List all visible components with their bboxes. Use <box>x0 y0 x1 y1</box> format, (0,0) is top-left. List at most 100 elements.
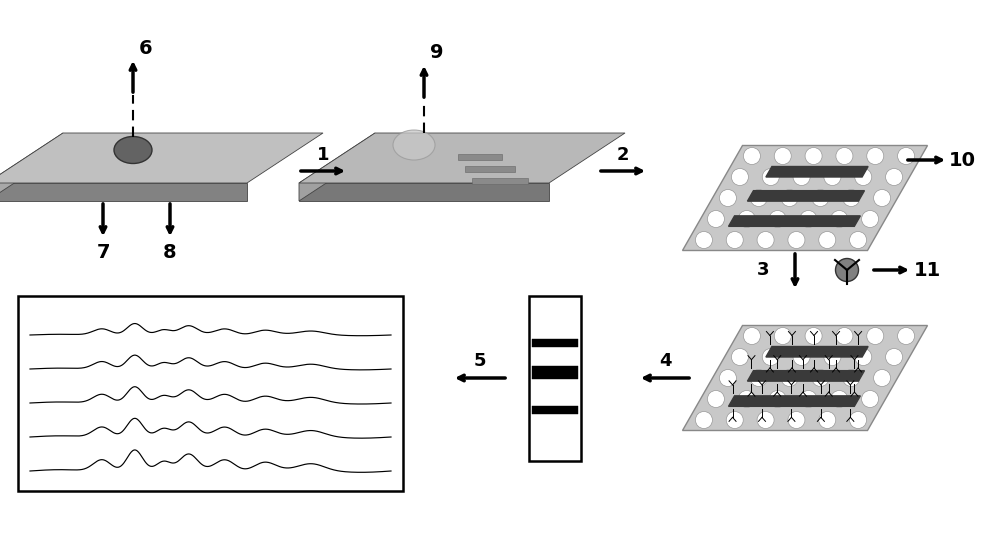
Circle shape <box>805 148 822 165</box>
Text: 9: 9 <box>430 44 444 62</box>
Bar <box>18 296 403 491</box>
Ellipse shape <box>114 136 152 164</box>
Circle shape <box>831 391 848 408</box>
Circle shape <box>738 391 755 408</box>
Circle shape <box>836 148 853 165</box>
Circle shape <box>707 211 724 228</box>
Circle shape <box>757 411 774 429</box>
Text: 1: 1 <box>317 146 329 164</box>
Circle shape <box>762 168 779 185</box>
Bar <box>465 166 515 172</box>
Circle shape <box>695 411 712 429</box>
Bar <box>18 296 403 491</box>
Circle shape <box>819 411 836 429</box>
Circle shape <box>843 190 860 206</box>
Circle shape <box>898 148 915 165</box>
Ellipse shape <box>393 130 435 160</box>
Circle shape <box>695 231 712 248</box>
Bar <box>458 154 502 160</box>
Circle shape <box>788 231 805 248</box>
Circle shape <box>850 231 867 248</box>
Circle shape <box>800 391 817 408</box>
Circle shape <box>862 391 879 408</box>
Circle shape <box>769 391 786 408</box>
Circle shape <box>793 168 810 185</box>
Circle shape <box>886 168 903 185</box>
Polygon shape <box>299 133 625 183</box>
Text: 7: 7 <box>96 244 110 262</box>
Bar <box>532 406 578 414</box>
Bar <box>532 366 578 378</box>
Polygon shape <box>747 370 864 381</box>
Circle shape <box>855 168 872 185</box>
Circle shape <box>800 211 817 228</box>
Circle shape <box>843 369 860 386</box>
Circle shape <box>819 231 836 248</box>
Text: 8: 8 <box>163 244 177 262</box>
Text: 4: 4 <box>659 352 671 370</box>
Text: 11: 11 <box>913 261 941 279</box>
Polygon shape <box>766 166 868 177</box>
Polygon shape <box>683 326 928 431</box>
Circle shape <box>867 327 884 344</box>
Circle shape <box>812 190 829 206</box>
Circle shape <box>726 231 743 248</box>
Circle shape <box>812 369 829 386</box>
Circle shape <box>750 190 767 206</box>
Circle shape <box>719 190 736 206</box>
Circle shape <box>750 369 767 386</box>
Circle shape <box>824 168 841 185</box>
Polygon shape <box>766 346 868 357</box>
Circle shape <box>855 349 872 366</box>
Text: 10: 10 <box>948 150 975 169</box>
Circle shape <box>743 327 760 344</box>
Circle shape <box>862 211 879 228</box>
Polygon shape <box>0 133 323 183</box>
Bar <box>532 339 578 348</box>
Text: 6: 6 <box>139 38 153 58</box>
Circle shape <box>898 327 915 344</box>
Text: 2: 2 <box>617 146 629 164</box>
Bar <box>529 295 581 461</box>
Circle shape <box>805 327 822 344</box>
Bar <box>18 296 403 491</box>
Polygon shape <box>0 183 247 201</box>
Circle shape <box>867 148 884 165</box>
Text: 3: 3 <box>757 261 769 279</box>
Circle shape <box>788 411 805 429</box>
Circle shape <box>731 168 748 185</box>
Polygon shape <box>683 146 928 251</box>
Circle shape <box>731 349 748 366</box>
Circle shape <box>707 391 724 408</box>
Polygon shape <box>299 183 549 201</box>
Bar <box>18 296 403 491</box>
Circle shape <box>726 411 743 429</box>
Circle shape <box>719 369 736 386</box>
Circle shape <box>781 369 798 386</box>
Circle shape <box>824 349 841 366</box>
Bar <box>472 177 528 184</box>
Text: 5: 5 <box>474 352 486 370</box>
Circle shape <box>793 349 810 366</box>
Polygon shape <box>0 133 63 201</box>
Circle shape <box>757 231 774 248</box>
Circle shape <box>769 211 786 228</box>
Circle shape <box>774 327 791 344</box>
Bar <box>18 296 403 491</box>
Polygon shape <box>747 191 864 201</box>
Circle shape <box>836 327 853 344</box>
Circle shape <box>738 211 755 228</box>
Circle shape <box>850 411 867 429</box>
Circle shape <box>836 259 859 281</box>
Circle shape <box>886 349 903 366</box>
Circle shape <box>774 148 791 165</box>
Circle shape <box>762 349 779 366</box>
Polygon shape <box>729 216 860 227</box>
Bar <box>18 296 403 491</box>
Circle shape <box>781 190 798 206</box>
Circle shape <box>874 190 891 206</box>
Circle shape <box>831 211 848 228</box>
Circle shape <box>743 148 760 165</box>
Polygon shape <box>729 396 860 406</box>
Polygon shape <box>299 133 375 201</box>
